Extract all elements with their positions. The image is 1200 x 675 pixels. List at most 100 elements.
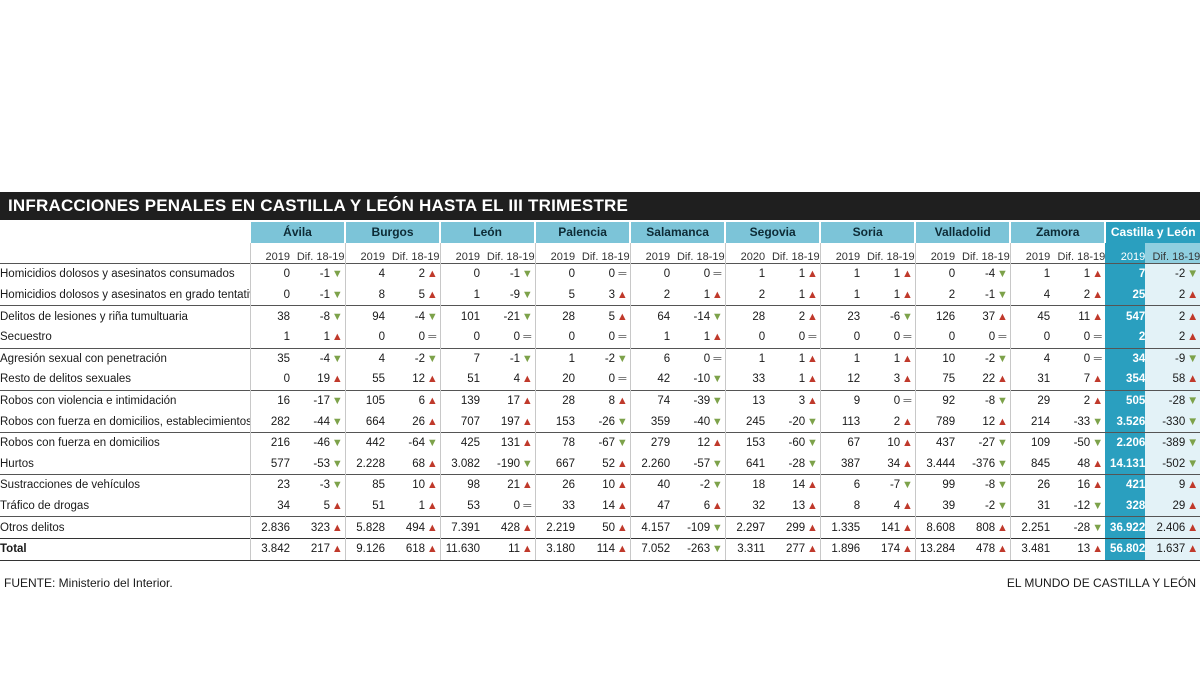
equal-icon: ═ xyxy=(710,347,726,370)
diff-cell: 2 xyxy=(1145,326,1186,349)
arrow-up-icon: ▲ xyxy=(330,516,346,539)
arrow-down-icon: ▼ xyxy=(1185,389,1200,412)
equal-icon: ═ xyxy=(618,331,627,344)
value-cell: 1 xyxy=(819,347,861,370)
crime-category: Robos con fuerza en domicilios, establec… xyxy=(0,415,250,428)
year-label: 2019 xyxy=(1009,242,1051,264)
value-cell: 94 xyxy=(344,305,386,327)
value-cell: 11.630 xyxy=(439,537,481,561)
value-cell: 6 xyxy=(819,474,861,496)
value-cell: 20 xyxy=(534,369,576,391)
arrow-down-icon: ▼ xyxy=(711,415,723,428)
value-cell: 1 xyxy=(1009,263,1051,285)
diff-cell: 16 xyxy=(1050,474,1091,496)
arrow-up-icon: ▲ xyxy=(615,516,631,539)
arrow-up-icon: ▲ xyxy=(996,373,1008,386)
year-label: 2019 xyxy=(1105,242,1146,264)
diff-cell: -1 xyxy=(290,263,330,285)
value-cell: 35 xyxy=(249,347,290,370)
arrow-down-icon: ▼ xyxy=(995,347,1011,370)
diff-cell: 2 xyxy=(1083,289,1091,302)
diff-cell: 9 xyxy=(1145,474,1186,496)
value-cell: 279 xyxy=(629,431,671,454)
value-cell: 8 xyxy=(819,495,861,517)
diff-cell: 4 xyxy=(893,500,901,513)
diff-cell: 37 xyxy=(955,305,996,327)
year-label: 2019 xyxy=(914,242,956,264)
value-cell: 74 xyxy=(629,389,671,412)
value-cell: 34 xyxy=(249,495,290,517)
diff-cell: -8 xyxy=(955,474,996,496)
crime-category: Delitos de lesiones y riña tumultuaria xyxy=(0,305,250,327)
arrow-up-icon: ▲ xyxy=(805,347,821,370)
diff-cell: -2 xyxy=(984,500,996,513)
value-cell: 0 xyxy=(534,263,576,285)
diff-cell: 3 xyxy=(765,389,806,412)
arrow-up-icon: ▲ xyxy=(425,474,441,496)
value-cell: 577 xyxy=(249,453,290,475)
diff-cell: 174 xyxy=(860,537,901,561)
value-cell: 1 xyxy=(439,284,481,306)
diff-cell: 5 xyxy=(323,500,330,513)
arrow-down-icon: ▼ xyxy=(331,457,343,470)
diff-cell: 1 xyxy=(798,289,806,302)
value-cell: 42 xyxy=(629,369,671,391)
arrow-down-icon: ▼ xyxy=(995,389,1011,412)
diff-cell: -9 xyxy=(509,289,521,302)
diff-cell: -50 xyxy=(1050,431,1091,454)
value-cell: 51 xyxy=(439,369,481,391)
diff-cell: 1.637 xyxy=(1145,537,1186,561)
diff-cell: 478 xyxy=(955,537,996,561)
diff-cell: 12 xyxy=(670,431,711,454)
value-cell: 8.608 xyxy=(914,516,956,539)
arrow-up-icon: ▲ xyxy=(901,289,913,302)
arrow-up-icon: ▲ xyxy=(426,500,438,513)
value-cell: 3.444 xyxy=(914,453,956,475)
diff-cell: -46 xyxy=(290,431,330,454)
value-cell: 2.836 xyxy=(249,516,290,539)
diff-cell: 0 xyxy=(1050,347,1091,370)
value-cell: 0 xyxy=(914,326,956,349)
arrow-up-icon: ▲ xyxy=(901,500,913,513)
value-cell: 1.896 xyxy=(819,537,861,561)
diff-cell: -44 xyxy=(313,415,330,428)
arrow-down-icon: ▼ xyxy=(1092,500,1104,513)
arrow-down-icon: ▼ xyxy=(805,431,821,454)
value-cell: 85 xyxy=(344,474,386,496)
province-header-salamanca: Salamanca xyxy=(629,222,726,243)
diff-cell: 0 xyxy=(860,389,901,412)
year-label: 2019 xyxy=(534,242,576,264)
value-cell: 2.251 xyxy=(1009,516,1051,539)
value-cell: 2.297 xyxy=(724,516,766,539)
value-cell: 0 xyxy=(439,326,481,349)
arrow-down-icon: ▼ xyxy=(425,305,441,327)
arrow-up-icon: ▲ xyxy=(806,289,818,302)
province-header-segovia: Segovia xyxy=(724,222,821,243)
diff-cell: -3 xyxy=(290,474,330,496)
diff-cell: 0 xyxy=(608,331,616,344)
diff-cell: -4 xyxy=(385,305,426,327)
diff-cell: -40 xyxy=(693,415,711,428)
value-cell: 667 xyxy=(534,453,576,475)
value-cell: 38 xyxy=(249,305,290,327)
value-cell: 641 xyxy=(724,453,766,475)
table-title: INFRACCIONES PENALES EN CASTILLA Y LEÓN … xyxy=(0,192,1200,220)
arrow-down-icon: ▼ xyxy=(330,347,346,370)
arrow-up-icon: ▲ xyxy=(1092,289,1104,302)
arrow-up-icon: ▲ xyxy=(425,537,441,561)
arrow-down-icon: ▼ xyxy=(330,305,346,327)
arrow-down-icon: ▼ xyxy=(996,289,1008,302)
value-cell: 39 xyxy=(914,495,956,517)
diff-cell: -1 xyxy=(319,289,330,302)
diff-cell: 14 xyxy=(602,500,616,513)
equal-icon: ═ xyxy=(428,331,437,344)
diff-cell: 2 xyxy=(1145,284,1186,306)
value-cell: 5 xyxy=(534,284,576,306)
diff-cell: 68 xyxy=(412,457,426,470)
year-label: 2019 xyxy=(439,242,481,264)
province-header-castilla-y-leon: Castilla y León xyxy=(1104,222,1200,243)
arrow-up-icon: ▲ xyxy=(425,263,441,285)
diff-cell: -27 xyxy=(955,431,996,454)
arrow-up-icon: ▲ xyxy=(616,457,628,470)
arrow-up-icon: ▲ xyxy=(900,347,916,370)
